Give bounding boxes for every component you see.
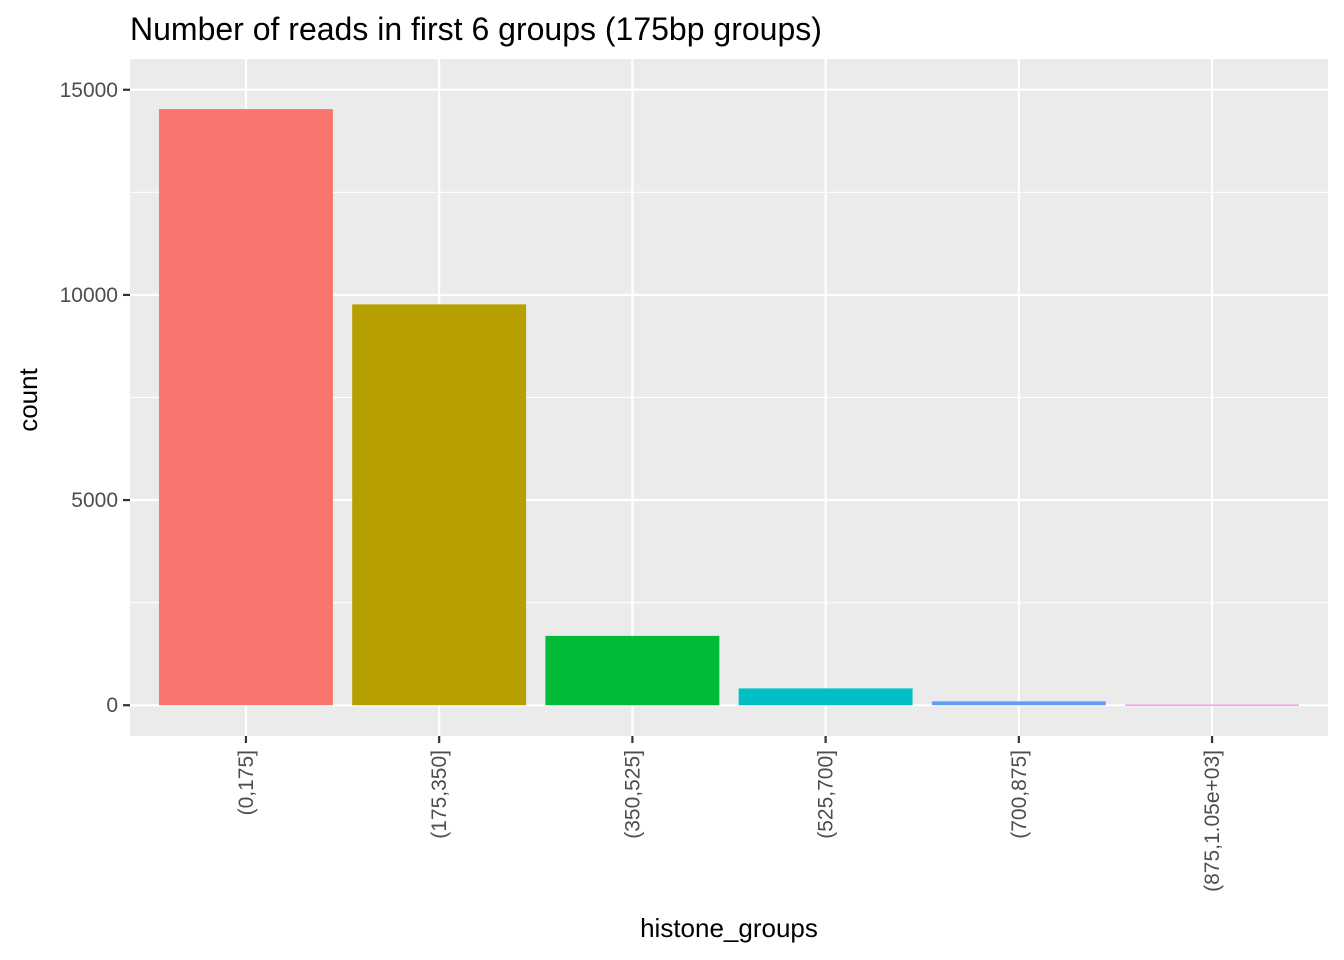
y-tick-label: 5000 xyxy=(71,489,118,512)
bar xyxy=(158,109,333,706)
bar xyxy=(931,701,1106,706)
bar xyxy=(738,688,913,706)
y-tick-label: 10000 xyxy=(60,284,118,307)
chart-title: Number of reads in first 6 groups (175bp… xyxy=(130,11,822,47)
y-axis-title: count xyxy=(13,367,43,431)
y-tick-label: 15000 xyxy=(60,79,118,102)
x-tick-label: (175,350] xyxy=(428,750,451,839)
bars xyxy=(158,109,1300,706)
x-tick-label: (525,700] xyxy=(815,750,838,839)
x-tick-label: (700,875] xyxy=(1008,750,1031,839)
x-tick-label: (350,525] xyxy=(621,750,644,839)
bar xyxy=(1125,704,1300,706)
bar xyxy=(545,635,720,706)
x-axis: (0,175] (175,350] (350,525] (525,700] (700,8… xyxy=(235,736,1224,892)
x-tick-label: (0,175] xyxy=(235,750,258,815)
y-tick-label: 0 xyxy=(106,694,118,717)
x-axis-title: histone_groups xyxy=(640,913,818,943)
bar xyxy=(352,304,527,706)
y-axis: 0 5000 10000 15000 xyxy=(60,79,130,717)
x-tick-label: (875,1.05e+03] xyxy=(1201,750,1224,892)
